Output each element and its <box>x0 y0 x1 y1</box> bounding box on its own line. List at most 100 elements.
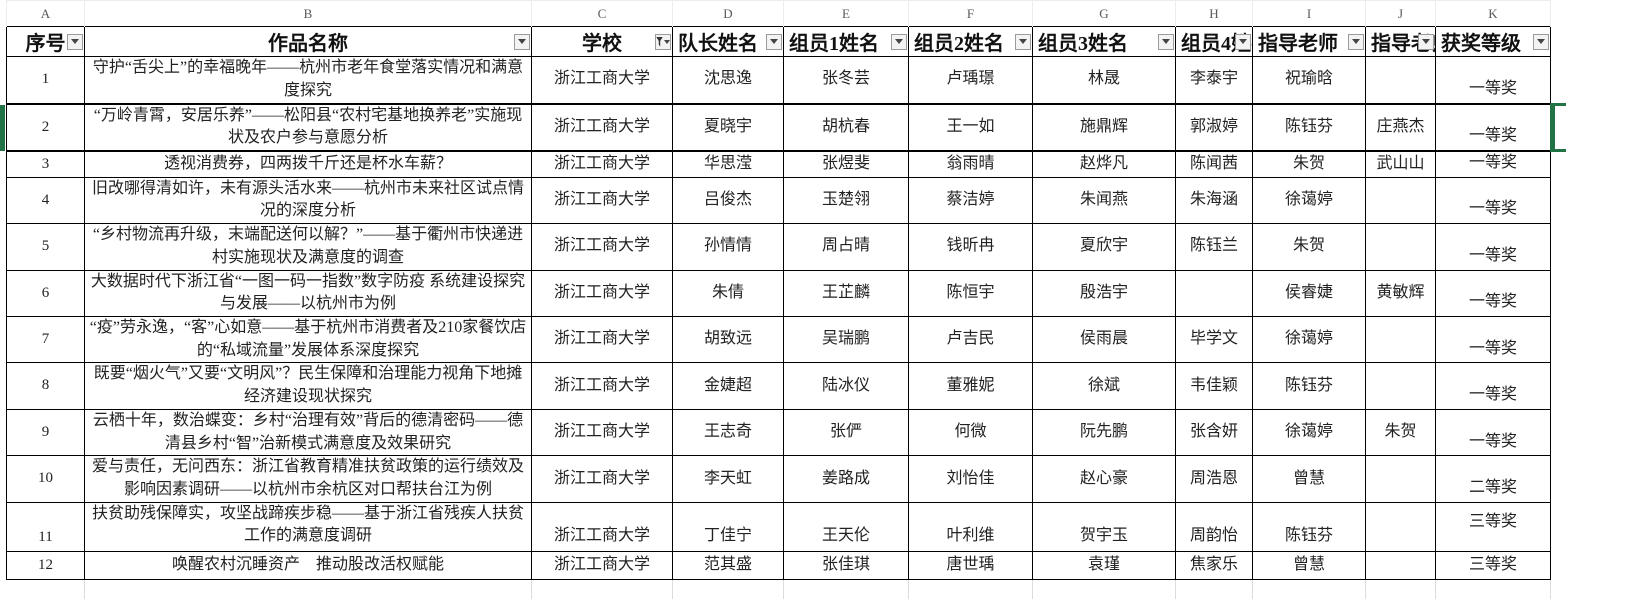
cell-teacher2[interactable] <box>1365 176 1436 225</box>
cell-serial[interactable]: 5 <box>6 223 85 271</box>
cell-serial[interactable]: 10 <box>6 455 85 503</box>
empty-cell[interactable] <box>672 579 784 599</box>
cell-member3[interactable]: 施鼎辉 <box>1032 102 1176 152</box>
cell-leader[interactable]: 胡致远 <box>672 315 784 364</box>
column-letter-B[interactable]: B <box>84 0 532 27</box>
empty-cell[interactable] <box>1175 579 1253 599</box>
cell-work-name[interactable]: 既要“烟火气”又要“文明风”？民生保障和治理能力视角下地摊经济建设现状探究 <box>84 362 532 410</box>
cell-teacher1[interactable]: 陈钰芬 <box>1252 501 1366 553</box>
cell-teacher2[interactable] <box>1365 56 1436 104</box>
cell-member3[interactable]: 赵心豪 <box>1032 455 1176 503</box>
cell-teacher1[interactable]: 侯睿婕 <box>1252 269 1366 317</box>
cell-member1[interactable]: 王芷麟 <box>783 269 909 317</box>
cell-teacher1[interactable]: 曾慧 <box>1252 551 1366 581</box>
cell-school[interactable]: 浙江工商大学 <box>531 102 673 152</box>
cell-leader[interactable]: 李天虹 <box>672 455 784 503</box>
cell-award[interactable]: 一等奖 <box>1435 176 1551 225</box>
cell-teacher2[interactable]: 庄燕杰 <box>1365 102 1436 152</box>
header-teacher1[interactable]: 指导老师 <box>1252 26 1366 57</box>
cell-serial[interactable]: 2 <box>6 102 85 152</box>
cell-work-name[interactable]: 透视消费券，四两拨千斤还是杯水车薪？ <box>84 150 532 178</box>
cell-serial[interactable]: 9 <box>6 408 85 457</box>
cell-school[interactable]: 浙江工商大学 <box>531 501 673 553</box>
filter-dropdown-button-teacher2[interactable] <box>1418 33 1434 50</box>
cell-award[interactable]: 一等奖 <box>1435 102 1551 152</box>
cell-teacher1[interactable]: 徐蔼婷 <box>1252 176 1366 225</box>
empty-cell[interactable] <box>1032 579 1176 599</box>
header-school[interactable]: 学校 <box>531 26 673 57</box>
cell-teacher1[interactable]: 朱贺 <box>1252 223 1366 271</box>
cell-member4[interactable]: 朱海涵 <box>1175 176 1253 225</box>
column-letter-H[interactable]: H <box>1175 0 1253 27</box>
cell-serial[interactable]: 8 <box>6 362 85 410</box>
cell-serial[interactable]: 7 <box>6 315 85 364</box>
filter-dropdown-button-leader[interactable] <box>766 33 782 50</box>
cell-member1[interactable]: 周占晴 <box>783 223 909 271</box>
cell-serial[interactable]: 1 <box>6 56 85 104</box>
header-member1-name[interactable]: 组员1姓名 <box>783 26 909 57</box>
cell-teacher2[interactable] <box>1365 455 1436 503</box>
cell-member1[interactable]: 张佳琪 <box>783 551 909 581</box>
cell-school[interactable]: 浙江工商大学 <box>531 408 673 457</box>
cell-award[interactable]: 一等奖 <box>1435 150 1551 178</box>
cell-teacher1[interactable]: 曾慧 <box>1252 455 1366 503</box>
cell-teacher1[interactable]: 徐蔼婷 <box>1252 315 1366 364</box>
cell-teacher2[interactable]: 朱贺 <box>1365 408 1436 457</box>
empty-cell[interactable] <box>531 579 673 599</box>
cell-member2[interactable]: 叶利维 <box>908 501 1033 553</box>
cell-school[interactable]: 浙江工商大学 <box>531 223 673 271</box>
cell-member1[interactable]: 姜路成 <box>783 455 909 503</box>
cell-work-name[interactable]: 扶贫助残保障实，攻坚战蹄疾步稳——基于浙江省残疾人扶贫工作的满意度调研 <box>84 501 532 553</box>
cell-member2[interactable]: 王一如 <box>908 102 1033 152</box>
cell-teacher2[interactable]: 黄敏辉 <box>1365 269 1436 317</box>
filter-dropdown-button-member2[interactable] <box>1015 33 1031 50</box>
empty-cell[interactable] <box>908 579 1033 599</box>
cell-work-name[interactable]: 爱与责任，无问西东：浙江省教育精准扶贫政策的运行绩效及影响因素调研——以杭州市余… <box>84 455 532 503</box>
cell-work-name[interactable]: 云栖十年，数治蝶变：乡村“治理有效”背后的德清密码——德清县乡村“智”治新模式满… <box>84 408 532 457</box>
filter-dropdown-button-member1[interactable] <box>891 33 907 50</box>
empty-cell[interactable] <box>6 579 85 599</box>
cell-teacher1[interactable]: 陈钰芬 <box>1252 102 1366 152</box>
filter-dropdown-button-member4[interactable] <box>1235 33 1251 50</box>
filter-active-button-school[interactable] <box>655 33 671 50</box>
cell-serial[interactable]: 6 <box>6 269 85 317</box>
cell-member2[interactable]: 唐世瑀 <box>908 551 1033 581</box>
cell-teacher1[interactable]: 徐蔼婷 <box>1252 408 1366 457</box>
cell-member2[interactable]: 翁雨晴 <box>908 150 1033 178</box>
cell-member3[interactable]: 阮先鹏 <box>1032 408 1176 457</box>
cell-leader[interactable]: 朱倩 <box>672 269 784 317</box>
cell-serial[interactable]: 4 <box>6 176 85 225</box>
cell-teacher1[interactable]: 祝瑜晗 <box>1252 56 1366 104</box>
cell-member4[interactable]: 李泰宇 <box>1175 56 1253 104</box>
column-letter-F[interactable]: F <box>908 0 1033 27</box>
column-letter-D[interactable]: D <box>672 0 784 27</box>
cell-member3[interactable]: 林晟 <box>1032 56 1176 104</box>
column-letter-G[interactable]: G <box>1032 0 1176 27</box>
cell-teacher1[interactable]: 朱贺 <box>1252 150 1366 178</box>
filter-dropdown-button-work-name[interactable] <box>514 33 530 50</box>
cell-member2[interactable]: 钱昕冉 <box>908 223 1033 271</box>
header-award-level[interactable]: 获奖等级 <box>1435 26 1551 57</box>
cell-leader[interactable]: 华思滢 <box>672 150 784 178</box>
filter-dropdown-button-award[interactable] <box>1533 33 1549 50</box>
cell-teacher2[interactable]: 武山山 <box>1365 150 1436 178</box>
cell-member3[interactable]: 贺宇玉 <box>1032 501 1176 553</box>
cell-award[interactable]: 三等奖 <box>1435 501 1551 553</box>
cell-member1[interactable]: 吴瑞鹏 <box>783 315 909 364</box>
cell-award[interactable]: 三等奖 <box>1435 551 1551 581</box>
cell-school[interactable]: 浙江工商大学 <box>531 150 673 178</box>
cell-leader[interactable]: 王志奇 <box>672 408 784 457</box>
cell-school[interactable]: 浙江工商大学 <box>531 551 673 581</box>
cell-school[interactable]: 浙江工商大学 <box>531 176 673 225</box>
cell-work-name[interactable]: 守护“舌尖上”的幸福晚年——杭州市老年食堂落实情况和满意度探究 <box>84 56 532 104</box>
cell-member3[interactable]: 赵烨凡 <box>1032 150 1176 178</box>
filter-dropdown-button-teacher1[interactable] <box>1348 33 1364 50</box>
cell-member4[interactable]: 张含妍 <box>1175 408 1253 457</box>
header-leader-name[interactable]: 队长姓名 <box>672 26 784 57</box>
cell-member2[interactable]: 卢瑀璟 <box>908 56 1033 104</box>
filter-dropdown-button-serial[interactable] <box>67 33 83 50</box>
column-letter-I[interactable]: I <box>1252 0 1366 27</box>
cell-teacher2[interactable] <box>1365 501 1436 553</box>
filter-dropdown-button-member3[interactable] <box>1158 33 1174 50</box>
cell-serial[interactable]: 11 <box>6 501 85 553</box>
